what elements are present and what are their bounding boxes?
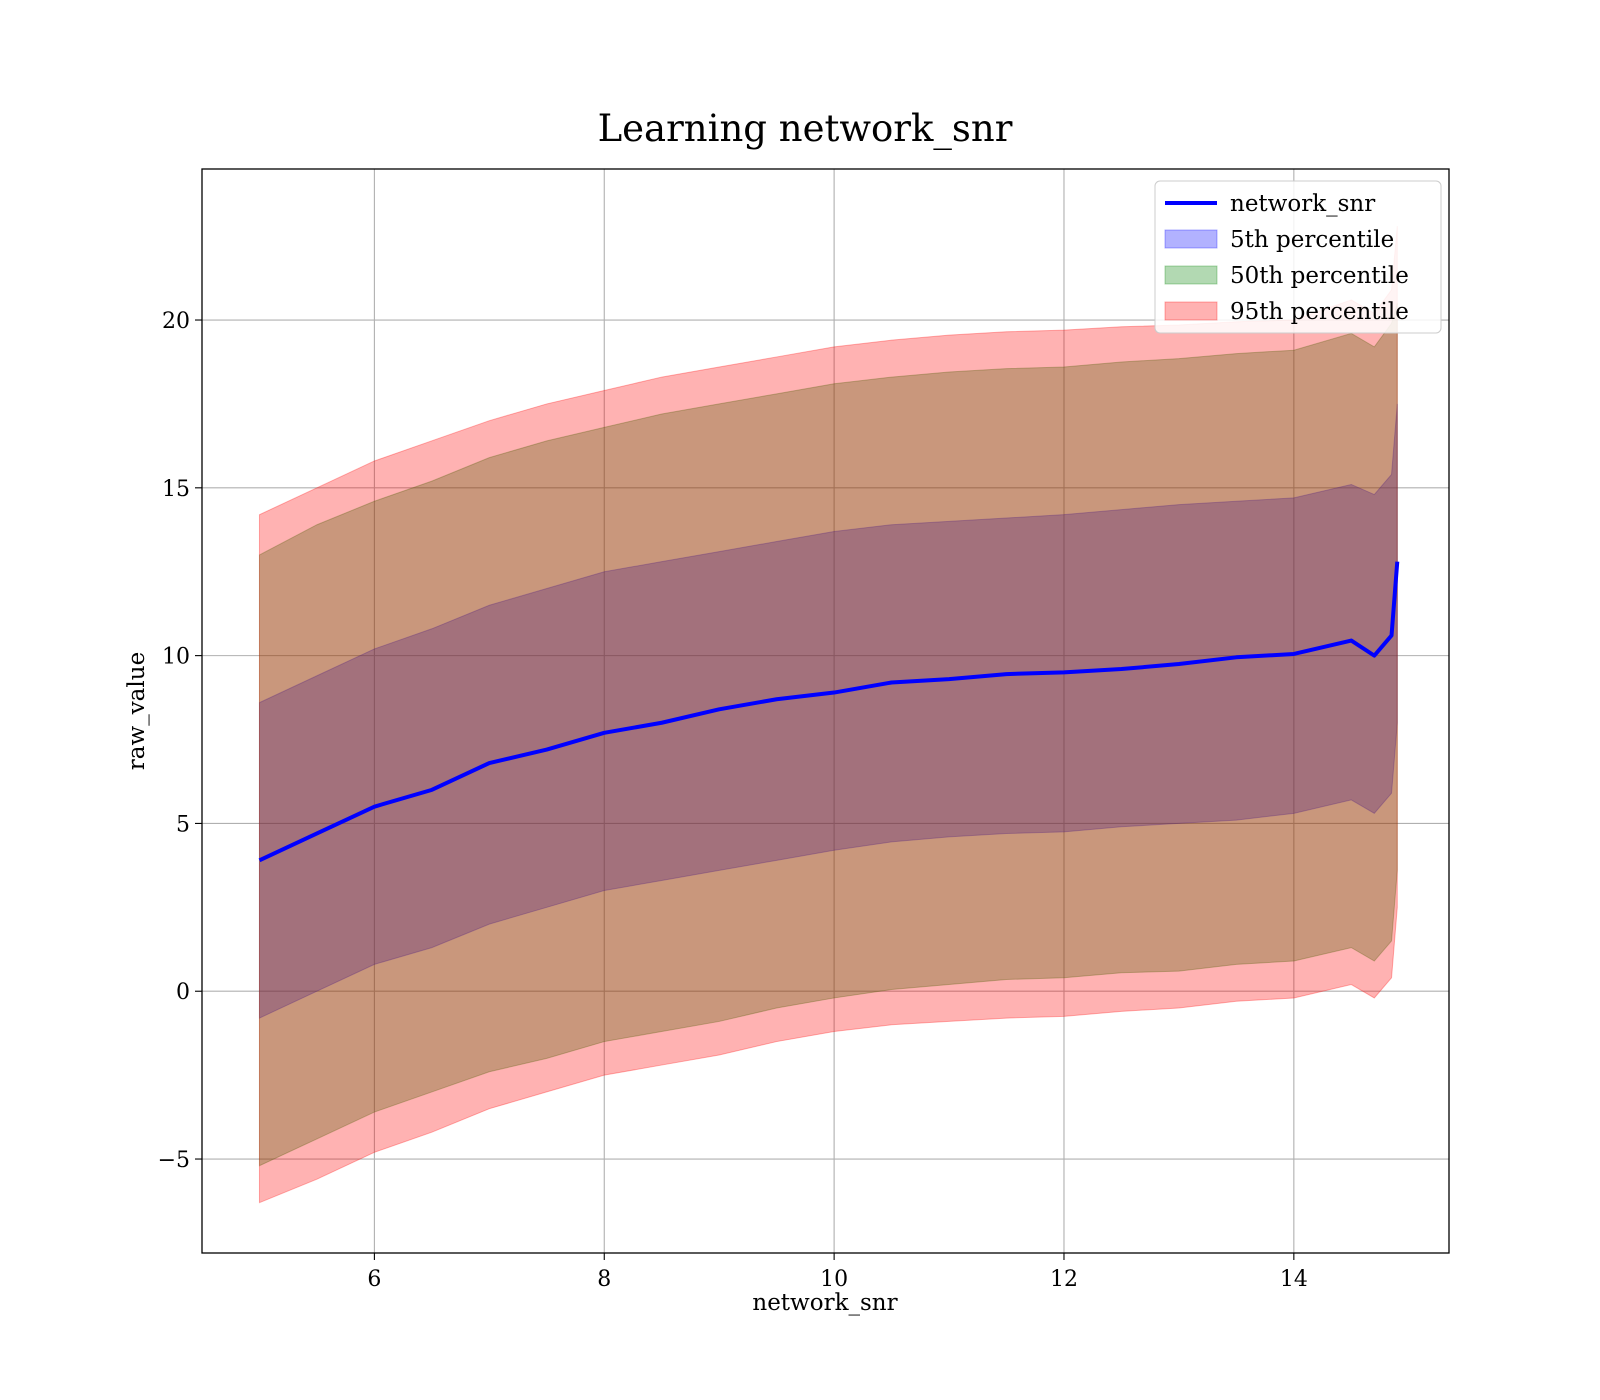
x-axis-label: network_snr xyxy=(752,1290,897,1316)
series-lines xyxy=(258,561,1400,863)
x-axis-ticks: 6 8 10 12 14 xyxy=(367,1253,1308,1292)
y-axis-ticks: −5 0 5 10 15 20 xyxy=(158,309,202,1173)
x-tick-label: 12 xyxy=(1050,1267,1078,1292)
legend-swatch xyxy=(1164,301,1218,321)
x-tick-label: 8 xyxy=(597,1267,611,1292)
y-tick-label: 10 xyxy=(162,645,190,670)
percentile-bands xyxy=(258,226,1398,1204)
line-network-snr xyxy=(258,561,1400,863)
y-tick-label: 5 xyxy=(176,812,190,837)
legend-label: 95th percentile xyxy=(1230,299,1409,325)
legend-swatch xyxy=(1164,265,1218,285)
y-tick-label: 15 xyxy=(162,477,190,502)
x-tick-label: 14 xyxy=(1280,1267,1308,1292)
band-95th-percentile xyxy=(258,226,1398,1204)
band-50th-percentile xyxy=(258,303,1398,1167)
legend: network_snr 5th percentile 50th percentile… xyxy=(1154,180,1442,334)
y-tick-label: −5 xyxy=(158,1148,190,1173)
legend-label: network_snr xyxy=(1230,191,1375,217)
band-5th-percentile xyxy=(258,403,1398,1019)
legend-box xyxy=(1154,180,1442,334)
legend-swatch xyxy=(1164,229,1218,249)
plot-frame xyxy=(201,168,1450,1254)
chart-title: Learning network_snr xyxy=(598,107,1013,151)
y-tick-label: 20 xyxy=(162,309,190,334)
x-tick-label: 10 xyxy=(820,1267,848,1292)
legend-label: 5th percentile xyxy=(1230,227,1394,253)
legend-label: 50th percentile xyxy=(1230,263,1409,289)
y-axis-label: raw_value xyxy=(124,652,150,770)
x-tick-label: 6 xyxy=(367,1267,381,1292)
y-tick-label: 0 xyxy=(176,980,190,1005)
